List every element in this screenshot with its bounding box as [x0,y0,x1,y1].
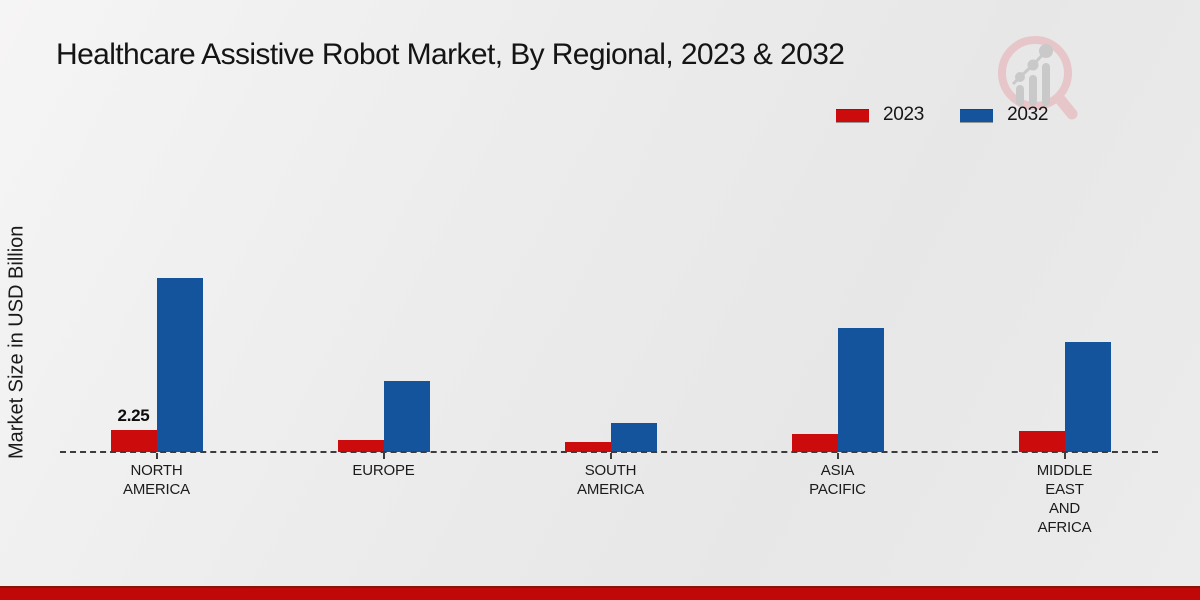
x-axis-baseline [60,451,1158,453]
category-label-line: AFRICA [1037,519,1092,536]
legend-item-2032: 2032 [960,104,1048,126]
magnifier-bar-chart-logo-icon [998,36,1078,120]
legend-swatch-2023 [836,108,869,122]
bar-2023-asia-pacific [791,434,838,452]
legend-swatch-2032 [960,108,994,122]
category-label-line: AND [1048,500,1081,517]
bar-2032-north-america [156,278,203,452]
category-label-asia-pacific: ASIA PACIFIC [758,461,918,499]
category-label-line: PACIFIC [809,481,866,498]
category-label-line: EUROPE [352,462,415,479]
chart-title: Healthcare Assistive Robot Market, By Re… [56,38,845,71]
bar-value-label: 2.25 [117,406,150,425]
category-label-south-america: SOUTH AMERICA [531,461,691,499]
bar-2023-middle-east-and-africa [1018,431,1065,452]
x-axis-tick [382,453,385,459]
bar-2023-north-america [110,430,157,452]
y-axis-label: Market Size in USD Billion [5,225,28,460]
bar-2023-south-america [564,442,611,452]
x-axis-tick [1063,453,1066,459]
category-label-line: MIDDLE [1036,462,1093,479]
category-label-line: SOUTH [584,462,637,479]
category-label-line: NORTH [130,462,183,479]
bar-2023-europe [337,440,384,452]
category-label-europe: EUROPE [304,461,464,480]
legend-label-2023: 2023 [883,104,925,125]
bar-2032-asia-pacific [837,328,884,452]
x-axis-tick [836,453,839,459]
x-axis-tick [609,453,612,459]
footer-accent-bar [0,586,1200,600]
category-label-line: ASIA [820,462,855,479]
category-label-line: AMERICA [123,481,190,498]
legend-label-2032: 2032 [1007,104,1049,125]
category-label-middle-east-and-africa: MIDDLE EAST AND AFRICA [985,461,1145,537]
category-label-line: AMERICA [577,481,644,498]
x-axis-tick [155,453,158,459]
legend-item-2023: 2023 [836,104,924,126]
bar-2032-south-america [610,423,657,452]
bar-2032-europe [383,381,430,452]
legend: 2023 2032 [836,101,1048,129]
category-label-north-america: NORTH AMERICA [77,461,237,499]
category-label-line: EAST [1045,481,1084,498]
bar-2032-middle-east-and-africa [1064,342,1111,452]
